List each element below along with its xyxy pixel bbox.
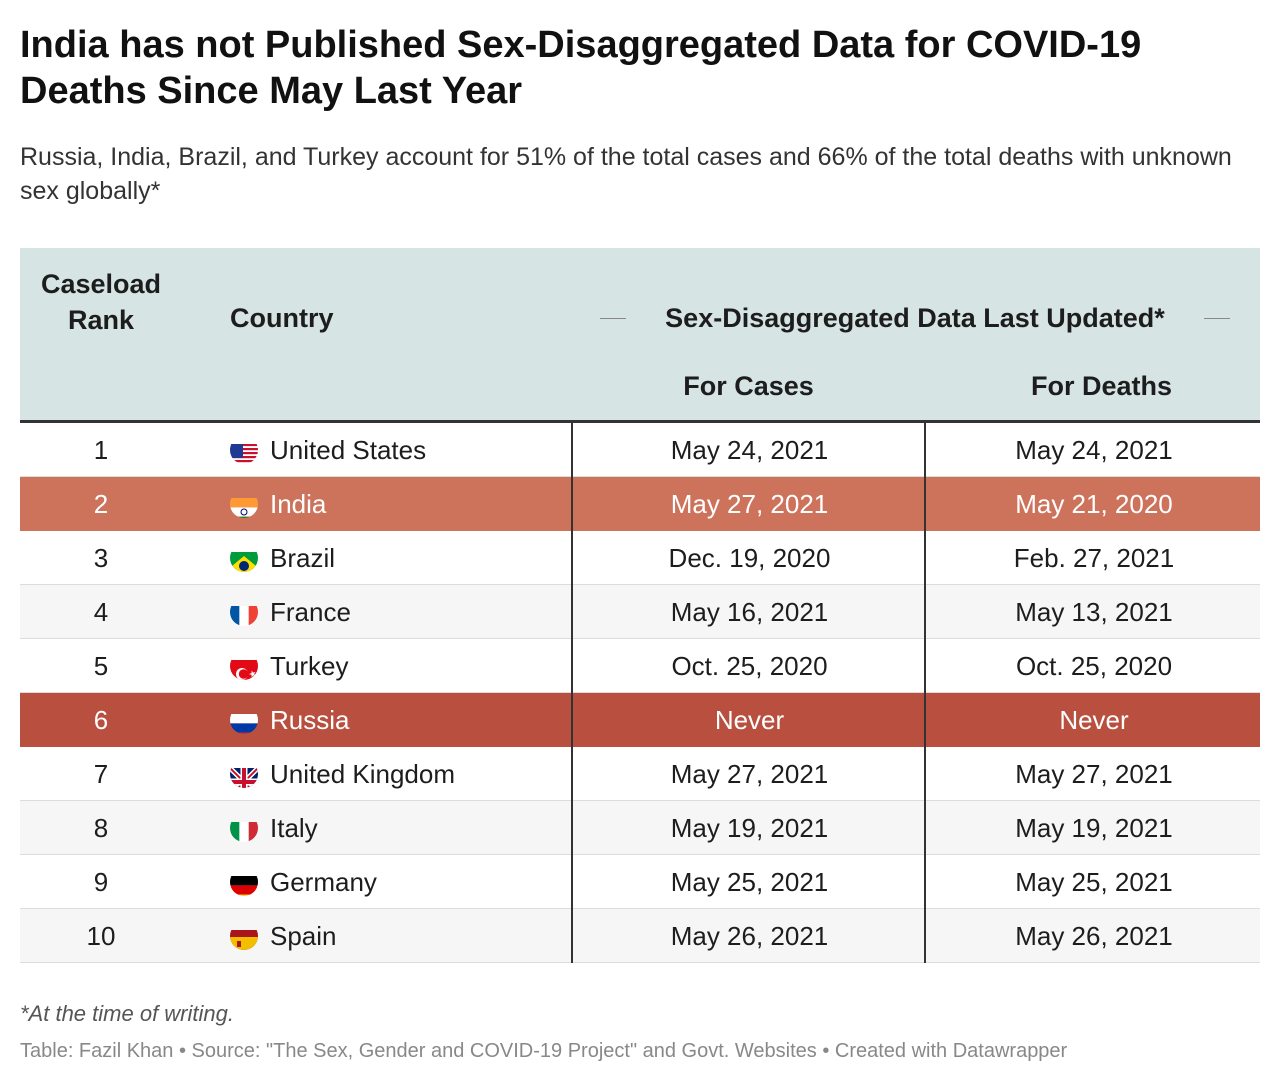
table-row: 8 Italy May 19, 2021 May 19, 2021 [20, 801, 1260, 855]
cell-country: Russia [230, 693, 570, 747]
table-header: Caseload Rank Country Sex-Disaggregated … [20, 248, 1260, 423]
country-name: United States [270, 435, 427, 465]
country-name: Brazil [270, 543, 336, 573]
cell-rank: 3 [93, 543, 109, 573]
brazil-flag-icon [230, 544, 258, 572]
table-row: 10 Spain May 26, 2021 May 26, 2021 [20, 909, 1260, 963]
table-row: 4 France May 16, 2021 May 13, 2021 [20, 585, 1260, 639]
spain-flag-icon [230, 922, 258, 950]
cell-deaths-date: May 19, 2021 [924, 801, 1262, 855]
france-flag-icon [230, 598, 258, 626]
cell-country: France [230, 585, 570, 639]
india-flag-icon [230, 490, 258, 518]
chart-subtitle: Russia, India, Brazil, and Turkey accoun… [20, 143, 1232, 205]
germany-flag-icon [230, 868, 258, 896]
country-name: Russia [270, 705, 350, 735]
table-row: 1 United States May 24, 2021 May 24, 2021 [20, 423, 1260, 477]
cell-cases-date: Never [571, 693, 926, 747]
cell-rank: 8 [93, 813, 109, 843]
us-flag-icon [230, 436, 258, 464]
cell-country: Germany [230, 855, 570, 909]
chart-title: India has not Published Sex-Disaggregate… [20, 24, 1142, 112]
cell-deaths-date: Never [924, 693, 1262, 747]
table-row: 5 Turkey Oct. 25, 2020 Oct. 25, 2020 [20, 639, 1260, 693]
country-name: India [270, 489, 327, 519]
cell-country: Turkey [230, 639, 570, 693]
table-row: 6 Russia Never Never [20, 693, 1260, 747]
table-row: 7 United Kingdom May 27, 2021 May 27, 2021 [20, 747, 1260, 801]
cell-country: United Kingdom [230, 747, 570, 801]
turkey-flag-icon [230, 652, 258, 680]
cell-cases-date: Oct. 25, 2020 [571, 639, 926, 693]
cell-rank: 5 [93, 651, 109, 681]
cell-rank: 9 [93, 867, 109, 897]
cell-rank: 2 [93, 489, 109, 519]
footnote: *At the time of writing. [20, 1001, 234, 1026]
table-row: 9 Germany May 25, 2021 May 25, 2021 [20, 855, 1260, 909]
cell-country: India [230, 477, 570, 531]
table-row: 2 India May 27, 2021 May 21, 2020 [20, 477, 1260, 531]
header-cases: For Cases [683, 371, 814, 401]
cell-deaths-date: May 27, 2021 [924, 747, 1262, 801]
header-group-label: Sex-Disaggregated Data Last Updated* [665, 303, 1165, 333]
cell-rank: 6 [93, 705, 109, 735]
cell-cases-date: May 25, 2021 [571, 855, 926, 909]
header-group-rule-left [600, 318, 626, 319]
cell-rank: 10 [86, 921, 116, 951]
country-name: Italy [270, 813, 318, 843]
table-body: 1 United States May 24, 2021 May 24, 2021 2 I… [20, 423, 1260, 963]
uk-flag-icon [230, 760, 258, 788]
cell-cases-date: May 27, 2021 [571, 747, 926, 801]
cell-cases-date: May 26, 2021 [571, 909, 926, 963]
cell-cases-date: May 16, 2021 [571, 585, 926, 639]
header-deaths: For Deaths [1030, 371, 1173, 401]
cell-deaths-date: May 24, 2021 [924, 423, 1262, 477]
italy-flag-icon [230, 814, 258, 842]
cell-deaths-date: Feb. 27, 2021 [924, 531, 1262, 585]
cell-deaths-date: May 26, 2021 [924, 909, 1262, 963]
cell-country: Italy [230, 801, 570, 855]
table-row: 3 Brazil Dec. 19, 2020 Feb. 27, 2021 [20, 531, 1260, 585]
country-name: Spain [270, 921, 337, 951]
cell-deaths-date: May 25, 2021 [924, 855, 1262, 909]
russia-flag-icon [230, 706, 258, 734]
cell-cases-date: Dec. 19, 2020 [571, 531, 926, 585]
cell-rank: 7 [93, 759, 109, 789]
cell-rank: 4 [93, 597, 109, 627]
country-name: Germany [270, 867, 377, 897]
cell-cases-date: May 24, 2021 [571, 423, 926, 477]
header-country: Country [230, 303, 334, 333]
cell-deaths-date: May 21, 2020 [924, 477, 1262, 531]
cell-cases-date: May 19, 2021 [571, 801, 926, 855]
cell-cases-date: May 27, 2021 [571, 477, 926, 531]
header-group: Sex-Disaggregated Data Last Updated* [600, 300, 1230, 336]
credits: Table: Fazil Khan • Source: "The Sex, Ge… [20, 1040, 1068, 1062]
cell-deaths-date: May 13, 2021 [924, 585, 1262, 639]
country-name: Turkey [270, 651, 349, 681]
country-name: United Kingdom [270, 759, 455, 789]
country-name: France [270, 597, 351, 627]
cell-country: United States [230, 423, 570, 477]
data-table: Caseload Rank Country Sex-Disaggregated … [20, 248, 1260, 963]
header-group-rule-right [1204, 318, 1230, 319]
cell-rank: 1 [93, 435, 109, 465]
cell-country: Spain [230, 909, 570, 963]
cell-country: Brazil [230, 531, 570, 585]
header-rank: Caseload Rank [40, 269, 162, 335]
cell-deaths-date: Oct. 25, 2020 [924, 639, 1262, 693]
